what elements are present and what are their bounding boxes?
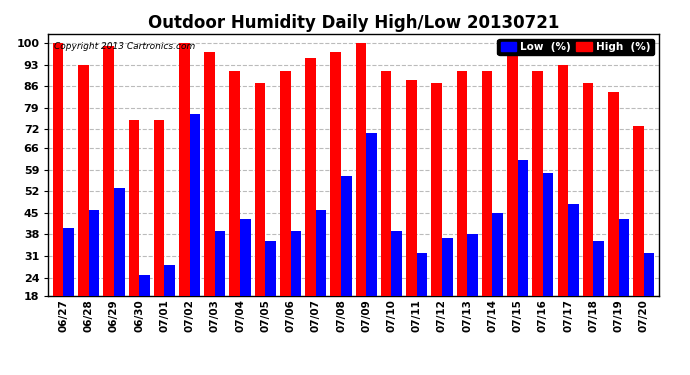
- Bar: [316, 210, 326, 296]
- Bar: [417, 253, 427, 296]
- Bar: [431, 83, 442, 296]
- Bar: [114, 188, 124, 296]
- Bar: [104, 46, 114, 296]
- Bar: [583, 83, 593, 296]
- Bar: [139, 274, 150, 296]
- Bar: [608, 92, 618, 296]
- Bar: [507, 52, 518, 296]
- Bar: [381, 71, 391, 296]
- Bar: [240, 219, 250, 296]
- Bar: [63, 228, 74, 296]
- Title: Outdoor Humidity Daily High/Low 20130721: Outdoor Humidity Daily High/Low 20130721: [148, 14, 560, 32]
- Bar: [518, 160, 529, 296]
- Bar: [633, 126, 644, 296]
- Bar: [493, 213, 503, 296]
- Bar: [568, 204, 579, 296]
- Bar: [482, 71, 493, 296]
- Bar: [78, 64, 89, 296]
- Bar: [305, 58, 316, 296]
- Bar: [154, 120, 164, 296]
- Bar: [53, 43, 63, 296]
- Bar: [543, 173, 553, 296]
- Bar: [255, 83, 266, 296]
- Bar: [442, 238, 453, 296]
- Bar: [280, 71, 290, 296]
- Bar: [89, 210, 99, 296]
- Text: Copyright 2013 Cartronics.com: Copyright 2013 Cartronics.com: [55, 42, 196, 51]
- Bar: [128, 120, 139, 296]
- Bar: [230, 71, 240, 296]
- Bar: [593, 241, 604, 296]
- Bar: [355, 43, 366, 296]
- Bar: [215, 231, 226, 296]
- Bar: [290, 231, 301, 296]
- Bar: [266, 241, 276, 296]
- Bar: [467, 234, 477, 296]
- Bar: [532, 71, 543, 296]
- Bar: [391, 231, 402, 296]
- Bar: [457, 71, 467, 296]
- Bar: [366, 133, 377, 296]
- Bar: [341, 176, 352, 296]
- Bar: [331, 52, 341, 296]
- Bar: [406, 80, 417, 296]
- Legend: Low  (%), High  (%): Low (%), High (%): [497, 39, 653, 56]
- Bar: [164, 266, 175, 296]
- Bar: [179, 43, 190, 296]
- Bar: [190, 114, 200, 296]
- Bar: [558, 64, 568, 296]
- Bar: [644, 253, 654, 296]
- Bar: [204, 52, 215, 296]
- Bar: [618, 219, 629, 296]
